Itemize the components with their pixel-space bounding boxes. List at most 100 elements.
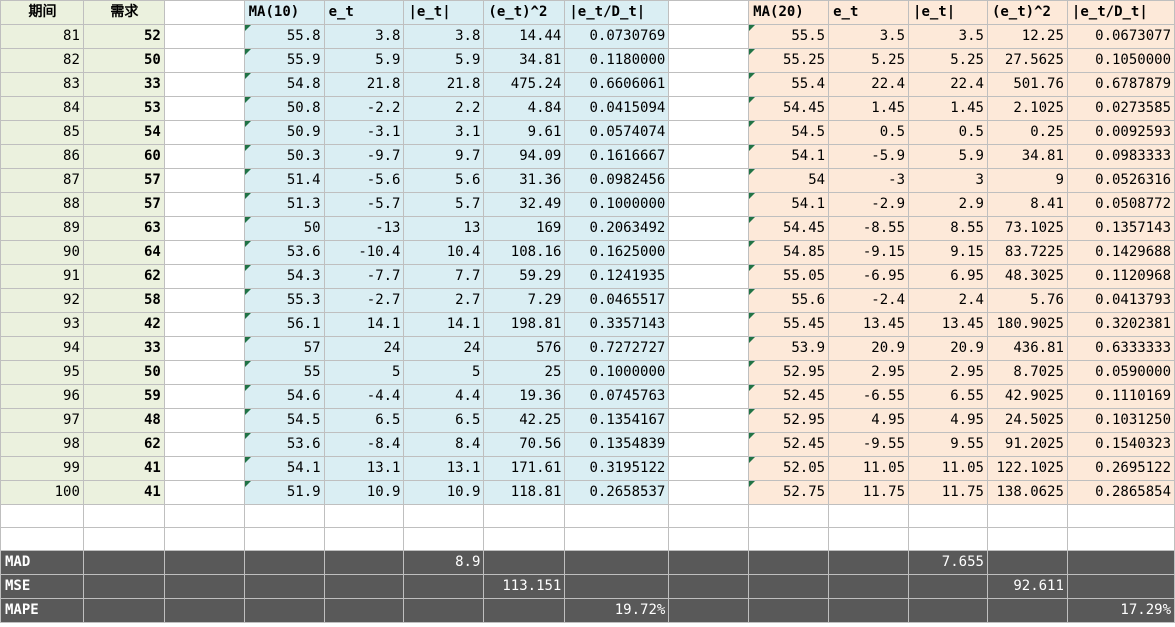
blank-cell[interactable]	[163, 456, 245, 481]
summary-blank-cell[interactable]	[828, 574, 910, 599]
blank-cell[interactable]	[668, 527, 750, 551]
demand-cell[interactable]: 41	[82, 456, 165, 481]
error-ma10-cell[interactable]: -7.7	[323, 264, 405, 289]
error-ma10-cell[interactable]: 13.1	[323, 456, 405, 481]
sq-error-ma10-cell[interactable]: 14.44	[483, 24, 566, 49]
blank-cell[interactable]	[668, 24, 750, 49]
demand-cell[interactable]: 41	[82, 480, 165, 505]
abs-error-ma20-cell[interactable]: 9.55	[908, 432, 988, 457]
blank-cell[interactable]	[163, 480, 245, 505]
ma10-cell[interactable]: 50.3	[243, 144, 325, 169]
abs-error-ma10-cell[interactable]: 5.6	[403, 168, 485, 193]
period-cell[interactable]: 100	[0, 480, 84, 505]
ma10-cell[interactable]: 51.9	[243, 480, 325, 505]
pct-error-ma10-cell[interactable]: 0.1354839	[564, 432, 670, 457]
period-cell[interactable]: 99	[0, 456, 84, 481]
blank-cell[interactable]	[163, 96, 245, 121]
ma20-cell[interactable]: 54.85	[748, 240, 830, 265]
ma10-cell[interactable]: 55.9	[243, 48, 325, 73]
summary-label-mape[interactable]: MAPE	[0, 598, 84, 623]
pct-error-ma10-cell[interactable]: 0.0982456	[564, 168, 670, 193]
demand-cell[interactable]: 53	[82, 96, 165, 121]
abs-error-ma10-cell[interactable]: 9.7	[403, 144, 485, 169]
blank-cell[interactable]	[163, 240, 245, 265]
blank-cell[interactable]	[668, 144, 750, 169]
sq-error-ma10-cell[interactable]: 32.49	[483, 192, 566, 217]
blank-cell[interactable]	[668, 264, 750, 289]
header-error-ma20[interactable]: e_t	[828, 0, 910, 25]
pct-error-ma10-cell[interactable]: 0.1180000	[564, 48, 670, 73]
blank-cell[interactable]	[986, 527, 1068, 551]
error-ma10-cell[interactable]: 5.9	[323, 48, 405, 73]
blank-cell[interactable]	[163, 360, 245, 385]
blank-cell[interactable]	[163, 120, 245, 145]
sq-error-ma20-cell[interactable]: 9	[986, 168, 1068, 193]
ma10-cell[interactable]: 50.8	[243, 96, 325, 121]
error-ma10-cell[interactable]: 10.9	[323, 480, 405, 505]
blank-cell[interactable]	[828, 504, 910, 528]
abs-error-ma20-cell[interactable]: 8.55	[908, 216, 988, 241]
sq-error-ma20-cell[interactable]: 24.5025	[986, 408, 1068, 433]
header-abs-error-ma10[interactable]: |e_t|	[403, 0, 485, 25]
abs-error-ma20-cell[interactable]: 20.9	[908, 336, 988, 361]
pct-error-ma20-cell[interactable]: 0.1050000	[1066, 48, 1175, 73]
error-ma20-cell[interactable]: 2.95	[828, 360, 910, 385]
pct-error-ma20-cell[interactable]: 0.1540323	[1066, 432, 1175, 457]
blank-cell[interactable]	[0, 504, 84, 528]
header-pct-error-ma20[interactable]: |e_t/D_t|	[1066, 0, 1175, 25]
period-cell[interactable]: 87	[0, 168, 84, 193]
pct-error-ma20-cell[interactable]: 0.6787879	[1066, 72, 1175, 97]
summary-label-mad[interactable]: MAD	[0, 550, 84, 575]
pct-error-ma20-cell[interactable]: 0.0590000	[1066, 360, 1175, 385]
demand-cell[interactable]: 54	[82, 120, 165, 145]
period-cell[interactable]: 98	[0, 432, 84, 457]
summary-blank-cell[interactable]	[323, 598, 405, 623]
blank-cell[interactable]	[986, 504, 1068, 528]
blank-cell[interactable]	[1066, 504, 1175, 528]
ma10-cell[interactable]: 57	[243, 336, 325, 361]
period-cell[interactable]: 83	[0, 72, 84, 97]
period-cell[interactable]: 81	[0, 24, 84, 49]
period-cell[interactable]: 95	[0, 360, 84, 385]
abs-error-ma20-cell[interactable]: 4.95	[908, 408, 988, 433]
sq-error-ma20-cell[interactable]: 122.1025	[986, 456, 1068, 481]
sq-error-ma20-cell[interactable]: 48.3025	[986, 264, 1068, 289]
error-ma20-cell[interactable]: 11.75	[828, 480, 910, 505]
demand-cell[interactable]: 62	[82, 432, 165, 457]
blank-cell[interactable]	[163, 192, 245, 217]
summary-blank-cell[interactable]	[1066, 574, 1175, 599]
sq-error-ma20-cell[interactable]: 27.5625	[986, 48, 1068, 73]
pct-error-ma10-cell[interactable]: 0.0415094	[564, 96, 670, 121]
period-cell[interactable]: 84	[0, 96, 84, 121]
blank-cell[interactable]	[163, 312, 245, 337]
blank-cell[interactable]	[0, 527, 84, 551]
blank-cell[interactable]	[668, 360, 750, 385]
demand-cell[interactable]: 48	[82, 408, 165, 433]
summary-blank-cell[interactable]	[163, 598, 245, 623]
pct-error-ma10-cell[interactable]: 0.3195122	[564, 456, 670, 481]
sq-error-ma10-cell[interactable]: 171.61	[483, 456, 566, 481]
summary-blank-cell[interactable]	[323, 574, 405, 599]
error-ma10-cell[interactable]: -8.4	[323, 432, 405, 457]
demand-cell[interactable]: 60	[82, 144, 165, 169]
summary-blank-cell[interactable]	[828, 598, 910, 623]
error-ma20-cell[interactable]: 0.5	[828, 120, 910, 145]
error-ma20-cell[interactable]: 3.5	[828, 24, 910, 49]
ma20-cell[interactable]: 52.75	[748, 480, 830, 505]
pct-error-ma10-cell[interactable]: 0.1616667	[564, 144, 670, 169]
summary-mse-ma20[interactable]: 92.611	[986, 574, 1068, 599]
summary-blank-cell[interactable]	[82, 598, 165, 623]
blank-cell[interactable]	[668, 216, 750, 241]
pct-error-ma20-cell[interactable]: 0.2695122	[1066, 456, 1175, 481]
ma20-cell[interactable]: 54.5	[748, 120, 830, 145]
blank-cell[interactable]	[82, 504, 165, 528]
summary-blank-cell[interactable]	[908, 574, 988, 599]
abs-error-ma20-cell[interactable]: 6.95	[908, 264, 988, 289]
summary-blank-cell[interactable]	[483, 598, 566, 623]
summary-blank-cell[interactable]	[908, 598, 988, 623]
ma20-cell[interactable]: 55.25	[748, 48, 830, 73]
sq-error-ma10-cell[interactable]: 34.81	[483, 48, 566, 73]
summary-blank-cell[interactable]	[82, 574, 165, 599]
error-ma10-cell[interactable]: -10.4	[323, 240, 405, 265]
period-cell[interactable]: 89	[0, 216, 84, 241]
